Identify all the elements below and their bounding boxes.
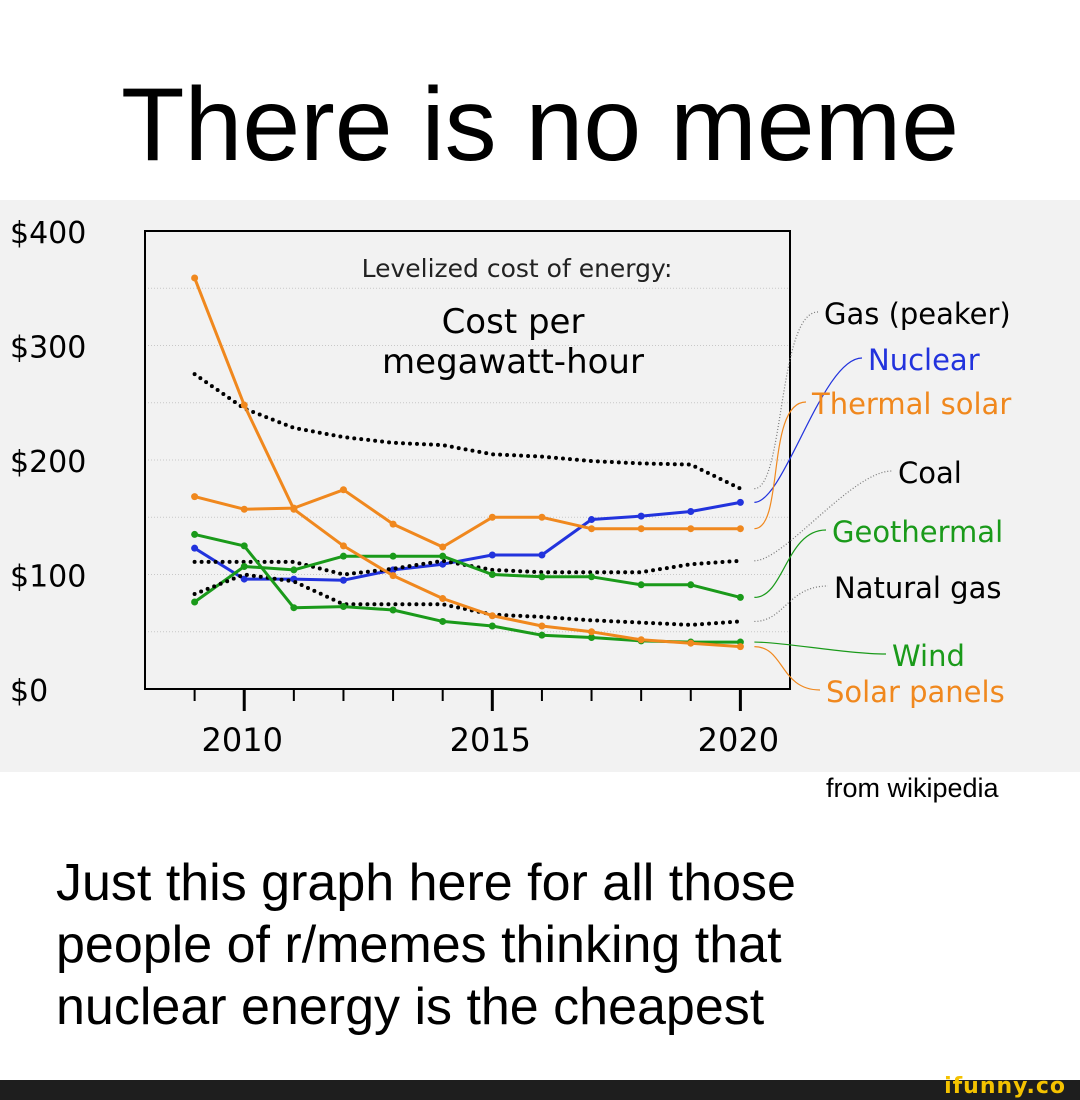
legend-label-thermal-solar: Thermal solar (811, 387, 1011, 421)
chart-background (0, 200, 1080, 772)
data-point-geothermal (736, 593, 744, 601)
data-point-wind (191, 530, 199, 538)
leader-coal (754, 470, 893, 562)
data-point-thermal-solar (439, 543, 447, 551)
legend-label-coal: Coal (898, 456, 962, 490)
x-tick-label: 2015 (450, 721, 531, 759)
series-line-geothermal (193, 554, 741, 604)
footer-bar: ifunny.co (0, 1074, 1080, 1100)
leader-geothermal (754, 529, 827, 598)
data-point-solar-panels (637, 636, 645, 644)
data-point-geothermal (488, 571, 496, 578)
data-point-geothermal (439, 552, 447, 560)
legend-label-nuclear: Nuclear (868, 343, 980, 377)
data-point-nuclear (736, 498, 744, 506)
chart: $400 $300 $200 $100 $0 2010 2015 2020 Levelized… (0, 200, 1080, 772)
plot-area (144, 230, 791, 690)
caption-line: people of r/memes thinking that (56, 916, 782, 974)
data-point-thermal-solar (488, 513, 496, 521)
data-point-solar-panels (290, 505, 298, 513)
data-point-thermal-solar (538, 513, 546, 521)
legend-label-wind: Wind (892, 639, 965, 673)
series-line-nuclear (193, 500, 741, 582)
data-point-thermal-solar (687, 525, 695, 533)
data-point-wind (389, 606, 397, 614)
data-point-nuclear (538, 551, 546, 559)
data-point-wind (439, 617, 447, 625)
data-point-wind (488, 622, 496, 630)
data-point-thermal-solar (389, 520, 397, 528)
series-line-thermal-solar (194, 488, 741, 549)
data-point-solar-panels (191, 274, 199, 282)
data-point-solar-panels (240, 401, 248, 409)
chart-subtitle-line-2: megawatt-hour (382, 342, 644, 382)
data-point-solar-panels (488, 612, 496, 620)
data-point-solar-panels (339, 542, 347, 550)
ifunny-watermark: ifunny.co (944, 1074, 1066, 1099)
data-point-thermal-solar (191, 493, 199, 501)
series-line-solar-panels (193, 277, 741, 649)
data-point-geothermal (339, 552, 347, 560)
data-point-geothermal (637, 581, 645, 589)
leader-solar-panels (754, 646, 821, 691)
data-point-thermal-solar (240, 505, 248, 513)
x-tick-label: 2020 (698, 721, 779, 759)
y-tick-label: $0 (10, 674, 48, 709)
data-point-thermal-solar (736, 525, 744, 533)
data-point-nuclear (588, 516, 596, 524)
data-point-thermal-solar (339, 486, 347, 494)
data-point-thermal-solar (637, 525, 645, 533)
data-point-solar-panels (687, 639, 695, 647)
caption: Just this graph here for all those peopl… (56, 852, 1046, 1038)
data-point-wind (538, 631, 546, 639)
data-point-solar-panels (389, 572, 397, 580)
data-point-thermal-solar (588, 525, 596, 533)
data-point-nuclear (240, 575, 248, 583)
data-point-geothermal (290, 566, 298, 574)
caption-line: Just this graph here for all those (56, 854, 796, 912)
y-tick-label: $100 (10, 560, 86, 595)
data-point-nuclear (637, 512, 645, 520)
data-point-geothermal (588, 573, 596, 581)
leader-gas-peaker (754, 311, 819, 490)
data-point-wind (588, 633, 596, 641)
legend-label-geothermal: Geothermal (832, 515, 1003, 549)
y-tick-label: $300 (10, 331, 86, 366)
data-point-solar-panels (736, 643, 744, 651)
data-point-wind (290, 604, 298, 612)
data-point-solar-panels (588, 628, 596, 636)
y-tick-label: $400 (10, 216, 86, 251)
series-line-coal (192, 558, 743, 577)
caption-line: nuclear energy is the cheapest (56, 978, 765, 1036)
y-tick-label: $200 (10, 445, 86, 480)
leader-natural-gas (754, 585, 829, 623)
data-point-solar-panels (538, 622, 546, 630)
data-point-nuclear (687, 508, 695, 516)
leader-wind (754, 641, 887, 655)
leader-nuclear (754, 357, 863, 503)
data-point-geothermal (538, 573, 546, 581)
data-point-nuclear (339, 576, 347, 584)
legend-label-gas-peaker: Gas (peaker) (824, 297, 1011, 331)
data-point-wind (240, 542, 248, 550)
data-point-wind (339, 603, 347, 611)
data-point-nuclear (488, 551, 496, 559)
data-point-geothermal (389, 552, 397, 560)
x-tick-label: 2010 (202, 721, 283, 759)
data-point-geothermal (687, 581, 695, 589)
data-point-geothermal (240, 562, 248, 570)
data-point-solar-panels (439, 595, 447, 603)
data-point-nuclear (191, 544, 199, 552)
data-point-geothermal (191, 598, 199, 606)
source-credit: from wikipedia (826, 773, 999, 803)
headline: There is no meme (120, 67, 960, 183)
legend-label-natural-gas: Natural gas (834, 571, 1001, 605)
series-line-gas-peaker (192, 372, 743, 491)
leader-thermal-solar (754, 401, 807, 530)
chart-title: Levelized cost of energy: (362, 254, 673, 283)
legend-label-solar-panels: Solar panels (826, 675, 1005, 709)
chart-subtitle-line-1: Cost per (442, 302, 585, 342)
